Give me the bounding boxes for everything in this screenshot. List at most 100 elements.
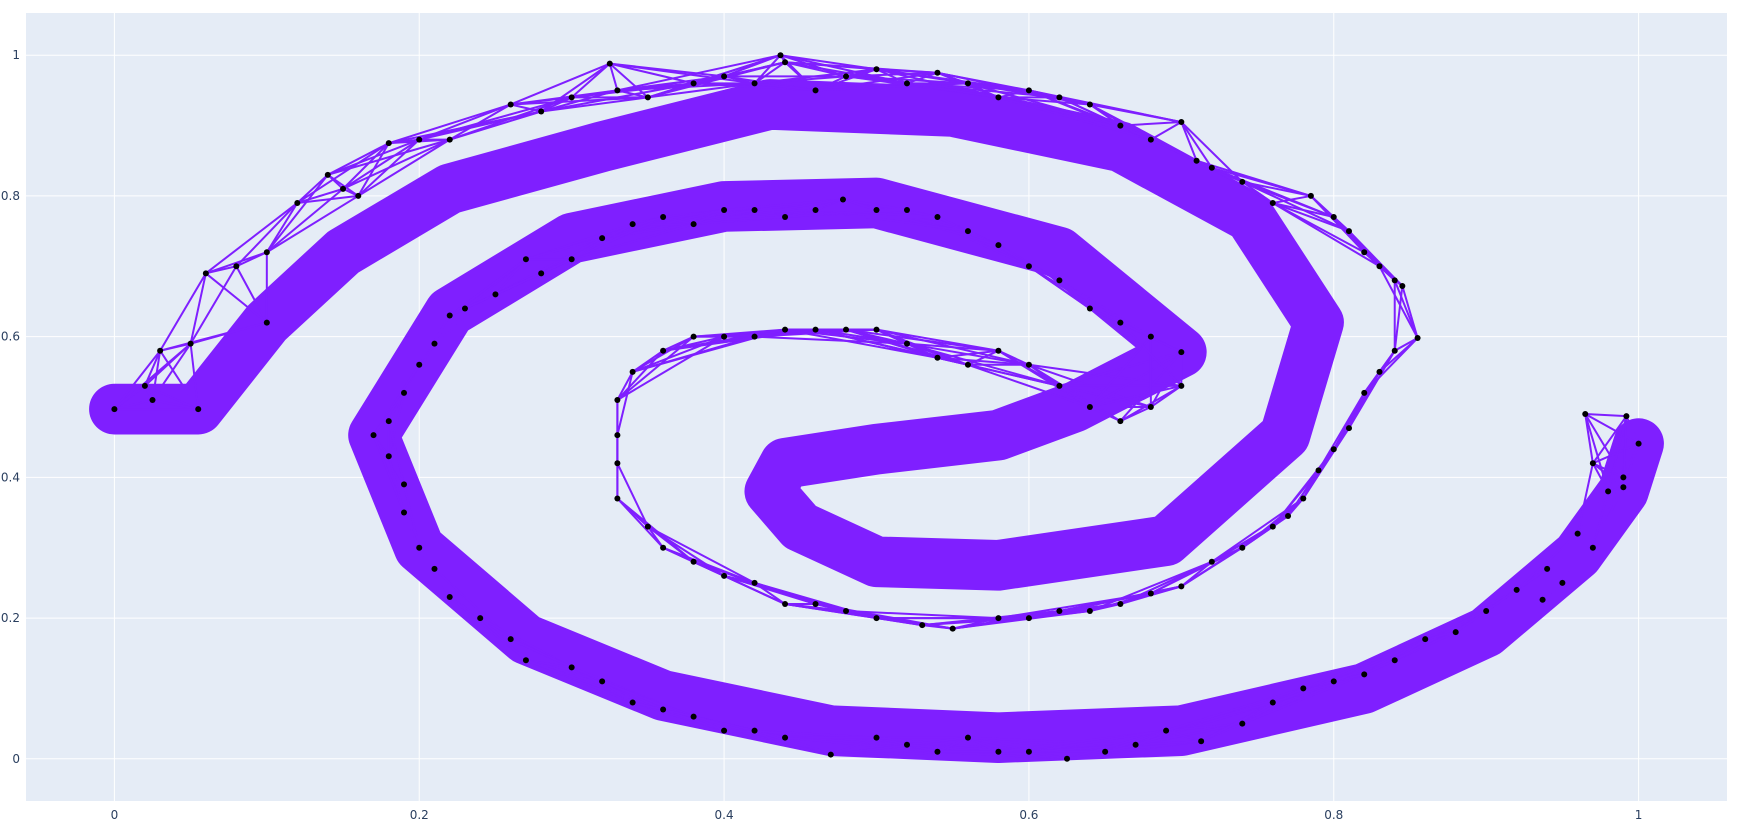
data-point xyxy=(995,94,1002,101)
data-point xyxy=(1391,277,1398,284)
data-point xyxy=(385,140,392,147)
network-edge xyxy=(494,237,603,296)
data-point xyxy=(1086,305,1093,312)
network-edge xyxy=(617,89,649,99)
network-edge xyxy=(1089,103,1198,162)
data-point xyxy=(416,544,423,551)
data-point xyxy=(1239,720,1246,727)
data-point xyxy=(629,368,636,375)
data-point xyxy=(873,734,880,741)
network-edge xyxy=(1584,413,1640,445)
data-point xyxy=(995,242,1002,249)
network-edge xyxy=(327,142,390,176)
data-point xyxy=(1147,136,1154,143)
data-point xyxy=(1361,671,1368,678)
data-point xyxy=(1539,596,1546,603)
network-edge xyxy=(753,582,786,605)
network-edge xyxy=(662,335,695,352)
network-edge xyxy=(1150,121,1182,141)
data-point xyxy=(1025,615,1032,622)
data-point xyxy=(964,734,971,741)
data-point xyxy=(1102,748,1109,755)
network-edge xyxy=(510,62,611,106)
network-edge xyxy=(1165,729,1202,743)
data-point xyxy=(919,622,926,629)
data-point xyxy=(370,432,377,439)
data-point xyxy=(1376,368,1383,375)
network-edge xyxy=(1576,476,1625,535)
network-edge xyxy=(967,736,999,753)
data-point xyxy=(1300,685,1307,692)
network-edge xyxy=(433,568,451,598)
network-edge xyxy=(815,328,908,345)
data-point xyxy=(141,382,148,389)
network-edge xyxy=(967,736,1136,746)
y-tick-label: 0 xyxy=(12,752,20,766)
network-edge xyxy=(1120,121,1182,127)
y-tick-label: 1 xyxy=(12,48,20,62)
network-edge xyxy=(842,198,908,211)
data-point xyxy=(751,579,758,586)
network-edge xyxy=(609,62,755,85)
network-edge xyxy=(1180,546,1243,588)
data-point xyxy=(431,340,438,347)
data-point xyxy=(1239,178,1246,185)
data-point xyxy=(568,256,575,263)
network-edge xyxy=(815,68,877,92)
data-point xyxy=(538,108,545,115)
data-point xyxy=(1620,474,1627,481)
data-point xyxy=(873,326,880,333)
y-tick-label: 0.2 xyxy=(1,611,20,625)
network-edge xyxy=(327,173,359,197)
network-edge xyxy=(830,736,877,756)
network-edge xyxy=(205,272,268,324)
network-edge xyxy=(418,96,572,141)
data-point xyxy=(644,94,651,101)
network-edge xyxy=(372,420,390,436)
network-edge xyxy=(235,265,268,324)
data-point xyxy=(614,460,621,467)
network-edge xyxy=(1424,631,1456,641)
network-edge xyxy=(1541,582,1564,601)
network-edge xyxy=(540,62,611,113)
data-point xyxy=(721,207,728,213)
network-edge xyxy=(1584,413,1594,464)
data-point xyxy=(1147,333,1154,340)
network-edge xyxy=(616,371,634,436)
data-point xyxy=(1056,94,1063,101)
network-edge xyxy=(1089,103,1182,124)
data-point xyxy=(1544,565,1551,572)
network-edge xyxy=(632,335,695,373)
data-point xyxy=(1117,319,1124,326)
data-point xyxy=(1589,460,1596,467)
network-edge xyxy=(937,736,969,753)
data-point xyxy=(599,678,606,685)
network-edge xyxy=(784,736,938,753)
network-edge xyxy=(296,174,329,204)
network-edge xyxy=(1302,638,1426,690)
network-edge xyxy=(387,392,405,457)
y-tick-label: 0.6 xyxy=(1,330,20,344)
network-edge xyxy=(1028,363,1182,387)
network-edge xyxy=(143,350,162,387)
network-edge xyxy=(1272,202,1380,268)
network-edge xyxy=(1241,180,1350,233)
data-point xyxy=(492,291,499,298)
network-edge xyxy=(1028,729,1167,753)
network-edge xyxy=(1149,351,1183,408)
data-point xyxy=(1361,389,1368,396)
data-point xyxy=(751,207,758,213)
data-point xyxy=(1269,199,1276,206)
network-edge xyxy=(205,202,298,275)
data-point xyxy=(873,207,880,213)
network-edge xyxy=(449,103,512,141)
data-point xyxy=(340,185,347,192)
network-edge xyxy=(1272,202,1350,233)
network-edge xyxy=(1119,321,1183,387)
network-edge xyxy=(1541,547,1594,601)
data-point xyxy=(964,361,971,368)
data-point xyxy=(446,593,453,600)
network-edge xyxy=(265,202,299,253)
data-point xyxy=(644,523,651,530)
